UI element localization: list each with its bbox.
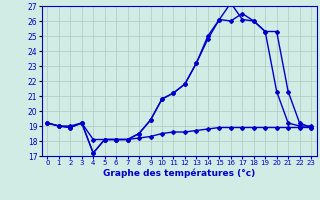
X-axis label: Graphe des températures (°c): Graphe des températures (°c): [103, 169, 255, 178]
